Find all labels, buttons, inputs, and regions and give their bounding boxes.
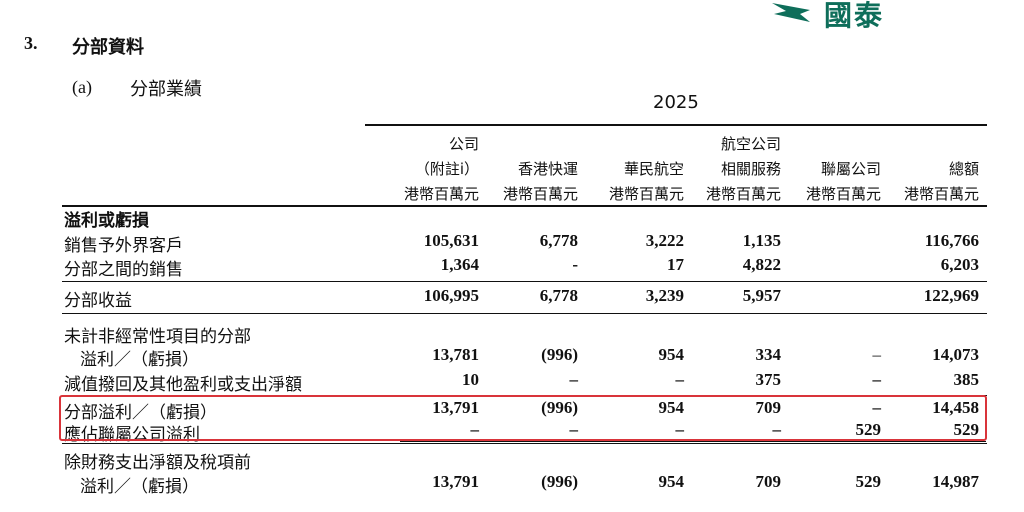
col-header-unit: 港幣百萬元 [403,185,479,203]
row-rule [62,443,987,444]
value-cell: 13,791 [432,472,479,491]
value-cell: – [772,420,782,439]
subsection-title: 分部業績 [130,79,202,100]
value-cell: 10 [462,370,479,389]
value-cell: 1,135 [742,231,781,250]
section-title: 分部資料 [72,37,144,58]
year-header: 2025 [653,92,699,113]
value-cell: (996) [541,472,578,491]
row-rule [62,313,987,314]
value-cell: 122,969 [923,286,979,305]
col-header-unit: 港幣百萬元 [502,185,578,203]
value-cell: – [470,420,480,439]
row-label: 減值撥回及其他盈利或支出淨額 [64,375,302,395]
value-cell: 6,203 [940,255,979,274]
value-cell: 13,781 [432,345,479,364]
value-cell: 5,957 [742,286,781,305]
value-cell: 529 [855,420,882,439]
value-cell: 13,791 [432,398,479,417]
highlight-box [59,395,987,441]
row-label: 分部溢利／（虧損） [64,403,217,423]
col-header-line3: 華民航空 [623,160,684,178]
row-label: 銷售予外界客戶 [64,236,183,256]
year-rule [365,124,987,126]
value-cell: 529 [953,420,980,439]
col-header-unit: 港幣百萬元 [608,185,684,203]
col-header-line3: 聯屬公司 [820,160,881,178]
value-cell: – [872,398,882,417]
value-cell: 954 [658,398,685,417]
col-header-line3: （附註i） [414,160,479,178]
cathay-logo: 國泰 [770,0,910,32]
value-cell: 334 [755,345,782,364]
subsection-number: (a) [72,77,92,97]
value-cell: 1,364 [440,255,479,274]
value-cell: 6,778 [539,231,578,250]
section-number: 3. [24,33,38,53]
value-cell: (996) [541,345,578,364]
value-cell: 116,766 [924,231,979,250]
value-cell: 14,073 [932,345,979,364]
value-cell: 6,778 [539,286,578,305]
value-cell: – [872,345,882,364]
value-cell: 709 [755,398,782,417]
col-header-unit: 港幣百萬元 [705,185,781,203]
value-cell: 4,822 [742,255,781,274]
value-cell: - [572,255,578,274]
value-cell: – [675,420,685,439]
row-label: 未計非經常性項目的分部 [64,327,251,347]
value-cell: – [872,370,882,389]
header-rule [62,205,987,207]
col-header-unit: 港幣百萬元 [805,185,881,203]
value-cell: 3,222 [645,231,684,250]
value-cell: – [569,420,579,439]
brand-name: 國泰 [824,0,885,32]
brushwing-logo-icon [772,3,810,22]
value-cell: 385 [953,370,980,389]
row-label: 溢利或虧損 [64,211,149,231]
row-label: 溢利／（虧損） [80,350,199,370]
value-cell: 106,995 [423,286,479,305]
value-cell: – [569,370,579,389]
value-cell: 105,631 [423,231,479,250]
col-header-line2: 航空公司 [720,135,781,153]
value-cell: 709 [755,472,782,491]
value-cell: 375 [755,370,782,389]
value-cell: 14,458 [932,398,979,417]
value-cell: 14,987 [932,472,979,491]
value-cell: 3,239 [645,286,684,305]
col-header-line3: 香港快運 [517,160,578,178]
value-cell: – [675,370,685,389]
value-cell: 17 [667,255,684,274]
row-rule [62,281,987,282]
row-label: 溢利／（虧損） [80,477,199,497]
subtotal-rule [400,441,986,442]
value-cell: 954 [658,472,685,491]
col-header-line3: 相關服務 [720,160,781,178]
col-header-unit: 港幣百萬元 [903,185,979,203]
row-label: 除財務支出淨額及稅項前 [64,453,251,473]
col-header-line2: 公司 [448,135,479,153]
value-cell: (996) [541,398,578,417]
value-cell: 954 [658,345,685,364]
row-label: 分部之間的銷售 [64,260,183,280]
col-header-line3: 總額 [948,160,979,178]
value-cell: 529 [855,472,882,491]
row-label: 分部收益 [64,291,132,311]
